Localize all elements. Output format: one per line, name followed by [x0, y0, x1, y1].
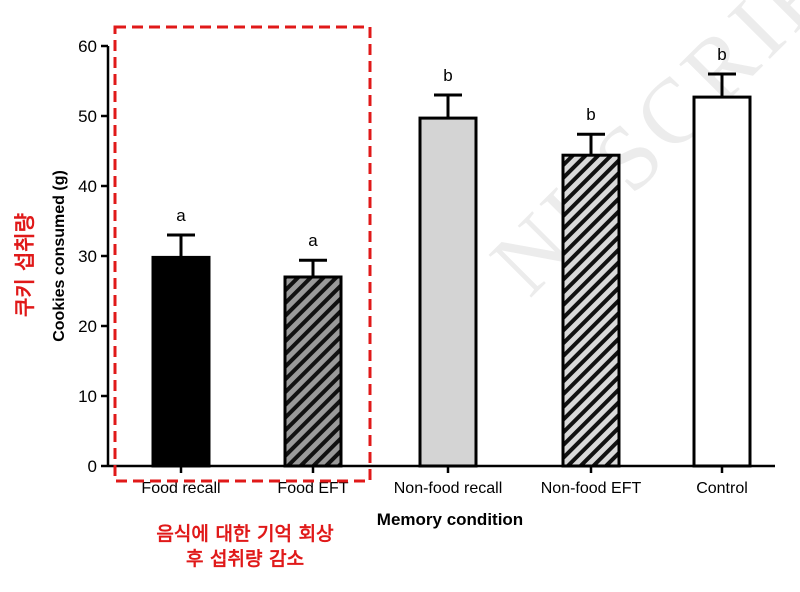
bottom-annotation: 음식에 대한 기억 회상 후 섭취량 감소 [112, 522, 378, 572]
significance-label: a [308, 231, 318, 250]
bottom-annotation-line-2: 후 섭취량 감소 [185, 548, 305, 570]
x-axis-title: Memory condition [377, 510, 523, 529]
bar [151, 255, 211, 468]
y-axis: 0 10 20 30 40 50 60 [78, 37, 110, 476]
x-tick-label: Food recall [141, 480, 220, 497]
bar [561, 153, 621, 468]
y-tick-label: 50 [78, 107, 97, 126]
x-tick-label: Control [696, 480, 748, 497]
bottom-annotation-line-1: 음식에 대한 기억 회상 [156, 523, 334, 545]
x-tick-label: Non-food EFT [541, 480, 642, 497]
bars: a a b b b [151, 45, 752, 468]
left-annotation: 쿠키 섭취량 [4, 190, 44, 340]
y-tick-label: 40 [78, 177, 97, 196]
x-axis: Food recall Food EFT Non-food recall Non-fo… [108, 464, 775, 497]
bar [692, 95, 752, 468]
bar [418, 116, 478, 468]
highlight-dashed-box [113, 25, 372, 483]
bar [283, 275, 343, 468]
significance-label: b [717, 45, 726, 64]
y-tick-label: 20 [78, 317, 97, 336]
y-axis-title: Cookies consumed (g) [51, 170, 68, 342]
y-tick-label: 60 [78, 37, 97, 56]
y-tick-label: 0 [88, 457, 97, 476]
y-tick-label: 30 [78, 247, 97, 266]
x-tick-label: Non-food recall [394, 480, 503, 497]
significance-label: a [176, 206, 186, 225]
y-tick-label: 10 [78, 387, 97, 406]
significance-label: b [443, 66, 452, 85]
significance-label: b [586, 105, 595, 124]
x-tick-label: Food EFT [277, 480, 348, 497]
left-annotation-text: 쿠키 섭취량 [13, 213, 37, 317]
